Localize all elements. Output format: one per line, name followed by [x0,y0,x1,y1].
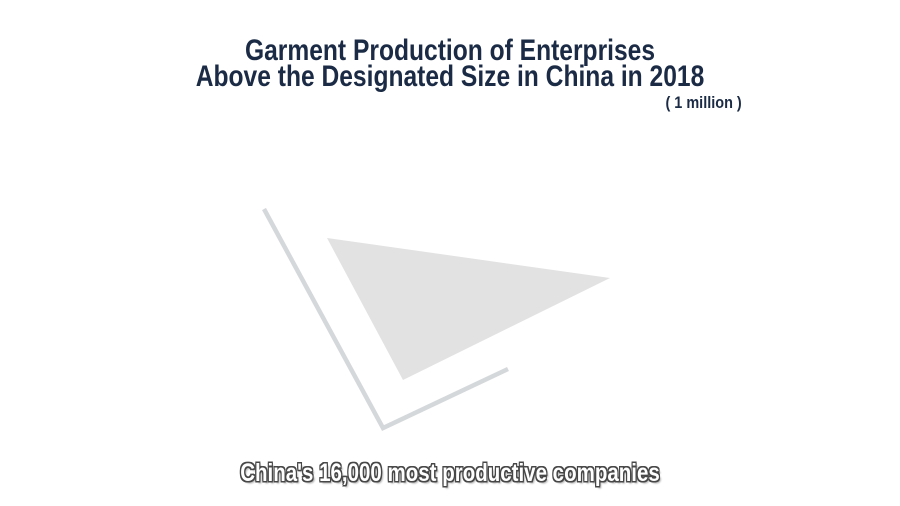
checkmark-line-shape [262,207,509,431]
chart-title: Garment Production of Enterprises Above … [81,34,819,93]
subtitle-caption: China's 16,000 most productive companies [240,459,660,487]
chart-title-line-1: Garment Production of Enterprises [244,34,656,67]
triangle-shape [327,238,610,380]
chart-title-line-2: Above the Designated Size in China in 20… [195,60,705,93]
unit-label: ( 1 million ) [665,93,742,112]
